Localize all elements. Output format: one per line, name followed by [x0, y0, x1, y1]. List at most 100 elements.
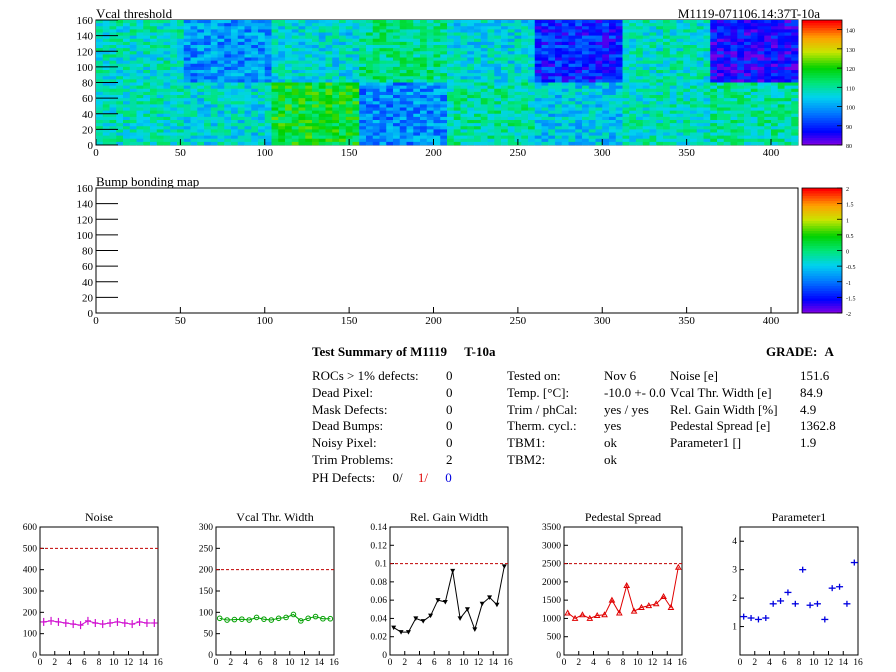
vcal-cell [737, 70, 745, 74]
vcal-cell [156, 82, 164, 86]
vcal-cell [210, 66, 218, 71]
vcal-cell [102, 132, 110, 136]
vcal-cell [136, 123, 144, 127]
vcal-cell [784, 41, 792, 46]
vcal-cell [453, 129, 461, 133]
vcal-cell [595, 101, 603, 105]
vcal-cell [656, 41, 664, 46]
chart-title-0: Noise [85, 510, 113, 524]
vcal-cell [109, 98, 117, 102]
vcal-cell [96, 54, 104, 58]
vcal-cell [777, 101, 785, 105]
hm2-scale-band-46 [802, 195, 842, 199]
vcal-cell [683, 132, 691, 136]
vcal-cell [703, 120, 711, 124]
vcal-cell [717, 138, 725, 143]
vcal-cell [332, 70, 340, 74]
vcal-cell [602, 113, 610, 118]
vcal-cell [501, 70, 509, 74]
vcal-cell [703, 76, 711, 80]
vcal-cell [771, 76, 779, 80]
vcal-cell [757, 57, 765, 61]
vcal-cell [305, 110, 313, 115]
vcal-cell [413, 48, 421, 52]
chart-1-xtick-label-7: 14 [315, 658, 325, 668]
vcal-cell [420, 113, 428, 118]
vcal-cell [143, 101, 151, 105]
vcal-cell [231, 132, 239, 136]
vcal-cell [730, 135, 738, 140]
vcal-cell [433, 35, 441, 40]
vcal-cell [649, 63, 657, 68]
vcal-cell [210, 120, 218, 124]
vcal-cell [359, 104, 367, 108]
vcal-cell [190, 51, 198, 55]
vcal-cell [372, 82, 380, 86]
vcal-cell [244, 110, 252, 115]
vcal-cell [514, 60, 522, 65]
vcal-cell [494, 126, 502, 130]
vcal-cell [696, 76, 704, 80]
vcal-cell [541, 26, 549, 30]
vcal-cell [244, 120, 252, 124]
vcal-cell [312, 138, 320, 143]
vcal-cell [696, 132, 704, 136]
hm1-scale-band-28 [802, 72, 842, 76]
vcal-cell [649, 113, 657, 118]
vcal-cell [460, 135, 468, 140]
vcal-cell [771, 51, 779, 55]
vcal-cell [433, 110, 441, 115]
vcal-cell [777, 107, 785, 111]
vcal-cell [150, 107, 158, 111]
vcal-cell [291, 85, 299, 90]
vcal-cell [602, 101, 610, 105]
vcal-cell [703, 91, 711, 96]
vcal-cell [312, 54, 320, 58]
vcal-cell [163, 98, 171, 102]
vcal-cell [737, 26, 745, 30]
vcal-cell [379, 132, 387, 136]
vcal-cell [649, 126, 657, 130]
vcal-cell [561, 57, 569, 61]
vcal-cell [156, 79, 164, 83]
vcal-cell [170, 48, 178, 52]
vcal-cell [433, 23, 441, 27]
hm2-scale-band-3 [802, 303, 842, 306]
vcal-cell [109, 48, 117, 52]
vcal-cell [642, 48, 650, 52]
vcal-cell [595, 123, 603, 127]
vcal-cell [548, 98, 556, 102]
vcal-cell [372, 107, 380, 111]
vcal-cell [399, 82, 407, 86]
vcal-cell [420, 54, 428, 58]
vcal-cell [561, 110, 569, 115]
chart-2-ytick-label-3: 0.06 [370, 596, 387, 606]
vcal-cell [96, 23, 104, 27]
vcal-cell [609, 91, 617, 96]
vcal-cell [136, 70, 144, 74]
vcal-cell [588, 51, 596, 55]
vcal-cell [501, 126, 509, 130]
vcal-cell [332, 132, 340, 136]
vcal-cell [285, 88, 293, 93]
vcal-cell [183, 98, 191, 102]
vcal-cell [237, 120, 245, 124]
vcal-cell [629, 101, 637, 105]
vcal-cell [298, 129, 306, 133]
vcal-cell [190, 132, 198, 136]
vcal-cell [251, 26, 259, 30]
vcal-cell [771, 113, 779, 118]
vcal-cell [656, 45, 664, 49]
vcal-cell [487, 23, 495, 27]
vcal-cell [123, 88, 131, 93]
chart-1-point-9 [283, 614, 289, 621]
vcal-cell [237, 76, 245, 80]
vcal-cell [541, 104, 549, 108]
vcal-cell [96, 120, 104, 124]
vcal-cell [271, 129, 279, 133]
vcal-cell [352, 29, 360, 33]
vcal-cell [588, 91, 596, 96]
vcal-cell [642, 76, 650, 80]
vcal-cell [622, 126, 630, 130]
vcal-cell [703, 45, 711, 49]
